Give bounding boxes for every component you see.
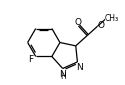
- Text: CH₃: CH₃: [104, 14, 118, 23]
- Text: O: O: [97, 21, 104, 30]
- Text: O: O: [75, 18, 82, 27]
- Text: H: H: [60, 72, 66, 81]
- Text: N: N: [59, 70, 66, 79]
- Text: N: N: [76, 63, 82, 71]
- Text: F: F: [28, 55, 34, 64]
